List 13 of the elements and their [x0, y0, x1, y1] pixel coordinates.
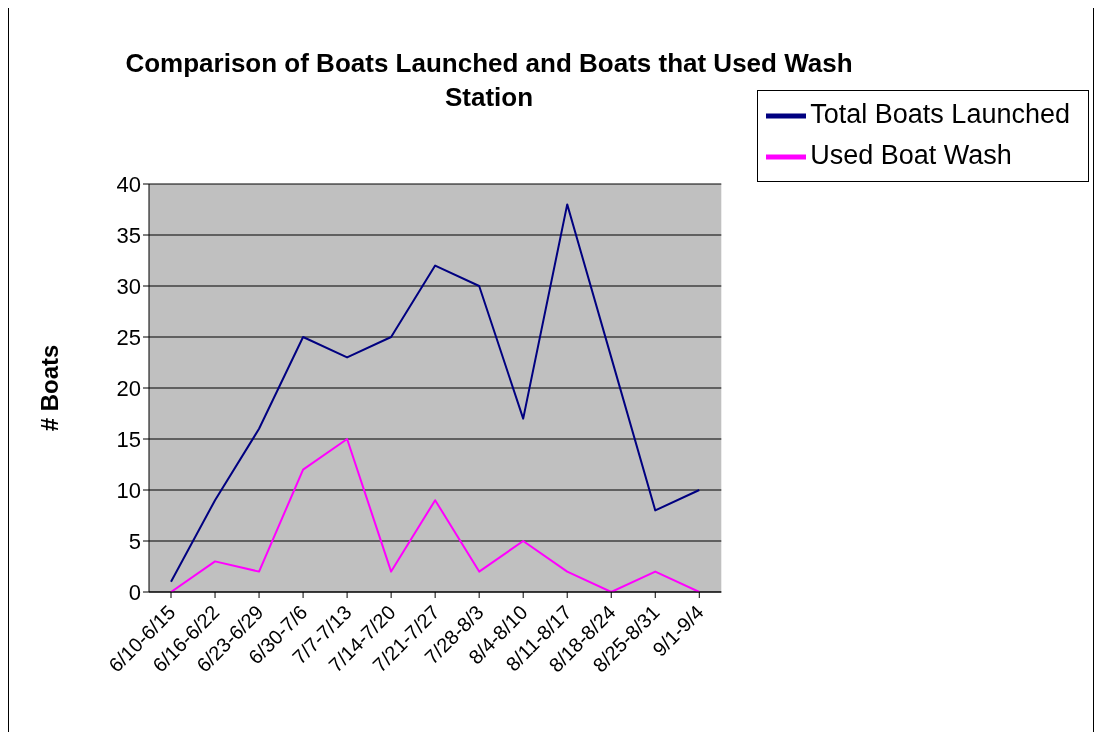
line-series — [170, 203, 701, 583]
y-axis-title: # Boats — [35, 344, 63, 432]
y-tick-label: 5 — [128, 528, 141, 554]
line-series — [170, 438, 701, 592]
y-tick-label: 40 — [116, 171, 141, 197]
y-tick-label: 20 — [116, 375, 141, 401]
y-tick-label: 25 — [116, 324, 141, 350]
y-tick-label: 0 — [128, 579, 141, 605]
y-tick-label: 10 — [116, 477, 141, 503]
y-tick-label: 15 — [116, 426, 141, 452]
legend-label: Used Boat Wash — [810, 139, 1012, 170]
y-tick-label: 35 — [116, 222, 141, 248]
y-tick-label: 30 — [116, 273, 141, 299]
